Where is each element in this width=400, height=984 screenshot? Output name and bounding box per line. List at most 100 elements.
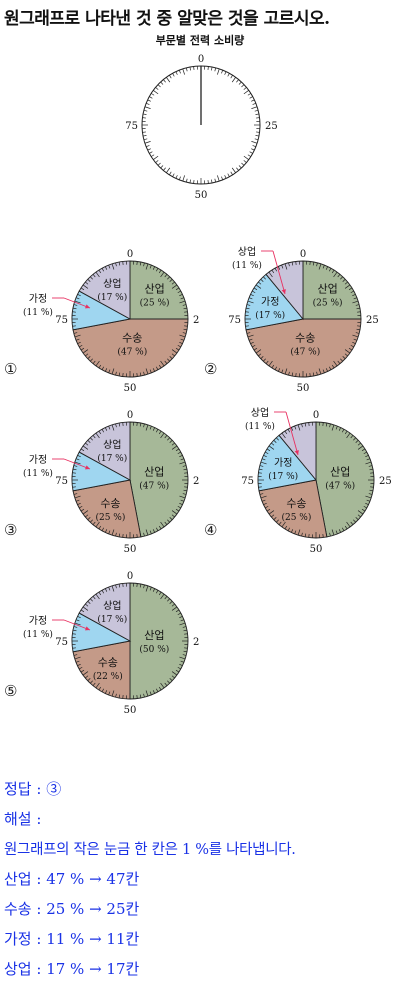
tick-mark (260, 356, 264, 359)
tick-mark (263, 454, 267, 458)
tick-mark (77, 341, 81, 345)
tick-mark (175, 175, 178, 179)
tick-mark (169, 171, 172, 176)
pie-chart-option-2: 0 25 50 75 산업 (25 %) 수송 (47 %) 가정 (17 %) 상업 (11 %) ② (204, 245, 379, 392)
scale-label: 25 (379, 476, 392, 487)
tick-mark (284, 263, 288, 270)
callout-label: 가정 (29, 293, 47, 305)
tick-mark (74, 300, 81, 304)
tick-mark (77, 454, 81, 458)
tick-mark (150, 154, 155, 157)
tick-mark (139, 694, 142, 699)
tick-mark (77, 663, 81, 667)
tick-mark (143, 423, 145, 428)
tick-mark (82, 671, 89, 676)
tick-mark (101, 590, 105, 594)
tick-mark (247, 93, 252, 96)
tick-mark (231, 77, 236, 83)
tick-mark (146, 145, 150, 148)
slice-label: 수송 (100, 497, 120, 510)
explanation-commerce: 상업 : 17 % → 17칸 (4, 960, 140, 978)
tick-mark (143, 584, 145, 589)
tick-mark (183, 629, 188, 632)
pie-chart-option-5: 0 25 50 75 산업 (50 %) 수송 (22 %) 가정 (11 %) 상업 (17 %) ⑤ (4, 571, 200, 714)
tick-mark (87, 356, 91, 359)
tick-mark (118, 261, 121, 266)
tick-mark (284, 430, 288, 435)
tick-mark (288, 371, 290, 376)
slice-percent: (47 %) (139, 481, 169, 492)
tick-mark (179, 454, 183, 458)
tick-mark (143, 371, 145, 376)
tick-mark (268, 271, 273, 278)
tick-mark (101, 366, 105, 370)
tick-mark (74, 495, 81, 499)
tick-mark (163, 167, 166, 171)
tick-mark (224, 71, 227, 75)
tick-mark (164, 274, 168, 278)
tick-mark (101, 429, 105, 433)
tick-mark (304, 533, 307, 538)
tick-mark (152, 588, 156, 592)
tick-mark (98, 269, 102, 274)
tick-mark (87, 517, 91, 520)
tick-mark (346, 432, 351, 439)
tick-mark (329, 532, 331, 537)
tick-mark (253, 287, 258, 291)
callout-label: 상업 (251, 406, 269, 419)
tick-mark (259, 465, 264, 467)
tick-mark (180, 660, 185, 663)
tick-mark (175, 448, 180, 452)
tick-mark (353, 338, 358, 341)
tick-mark (108, 586, 111, 591)
tick-mark (157, 84, 161, 88)
tick-mark (169, 440, 173, 443)
tick-mark (182, 465, 187, 467)
tick-mark (79, 451, 83, 455)
tick-mark (75, 499, 80, 502)
tick-mark (291, 261, 294, 266)
pie-chart-option-1: 0 25 50 75 산업 (25 %) 수송 (47 %) 가정 (11 %) 상업 (17 %) ① (4, 249, 200, 392)
tick-mark (363, 505, 367, 509)
tick-mark (164, 596, 168, 600)
tick-mark (167, 358, 170, 362)
tick-mark (268, 510, 275, 515)
tick-mark (245, 307, 250, 310)
tick-mark (236, 167, 239, 171)
tick-mark (185, 67, 188, 72)
slice-percent: (47 %) (290, 346, 320, 357)
tick-mark (152, 529, 156, 533)
tick-mark (249, 151, 253, 154)
tick-mark (74, 334, 81, 338)
tick-mark (80, 508, 85, 512)
tick-mark (167, 519, 170, 523)
tick-mark (180, 338, 185, 341)
tick-mark (73, 626, 78, 628)
callout-label: 가정 (29, 615, 47, 627)
tick-mark (182, 175, 185, 182)
explanation-text: 원그래프의 작은 눈금 한 칸은 1 %를 나타냅니다. (4, 842, 296, 858)
arrow-head-icon (85, 626, 90, 631)
tick-mark (157, 162, 161, 166)
tick-mark (182, 626, 187, 628)
explanation-home: 가정 : 11 % → 11칸 (4, 930, 140, 948)
tick-mark (118, 583, 121, 588)
tick-mark (278, 521, 282, 525)
callout-arrow-line (272, 250, 286, 295)
tick-mark (350, 344, 354, 348)
arrow-head-icon (85, 304, 90, 309)
tick-mark (247, 154, 252, 157)
tick-mark (118, 372, 121, 377)
tick-mark (368, 493, 373, 495)
tick-mark (265, 360, 269, 364)
tick-mark (169, 356, 173, 359)
tick-mark (177, 451, 181, 455)
tick-mark (171, 603, 175, 607)
tick-mark (92, 682, 96, 686)
scale-label: 50 (124, 383, 137, 392)
tick-mark (361, 508, 366, 512)
tick-mark (79, 290, 83, 294)
tick-mark (325, 368, 329, 372)
slice-percent: (47 %) (117, 346, 147, 357)
tick-mark (250, 293, 254, 297)
